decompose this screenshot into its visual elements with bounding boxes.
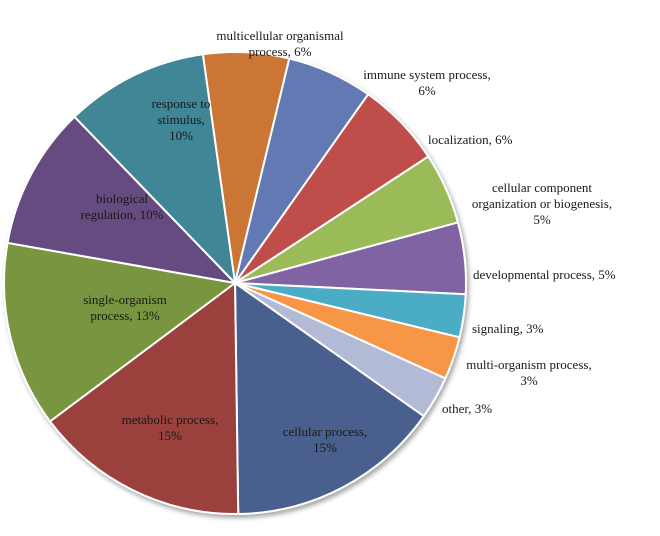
slice-label-line: metabolic process, [122,412,219,427]
slice-label-line: organization or biogenesis, [472,196,612,211]
slice-label-8: cellular process, 15% [283,424,367,455]
slice-label-1: immune system process, 6% [363,67,490,98]
slice-label-12: response to stimulus, 10% [152,96,211,143]
slice-label-line: regulation, 10% [80,207,163,222]
slice-label-10: single-organism process, 13% [83,292,167,323]
slice-label-7: other, 3% [442,401,492,416]
slice-label-line: developmental process, 5% [473,267,616,282]
slice-label-line: localization, 6% [428,132,513,147]
slice-label-line: 5% [533,212,551,227]
slice-label-2: localization, 6% [428,132,513,147]
pie-slice-10 [3,241,238,423]
slice-label-line: signaling, 3% [472,321,544,336]
pie-slice-11 [6,115,238,285]
slice-label-line: 10% [169,128,193,143]
slice-label-line: immune system process, [363,67,490,82]
slice-label-line: 3% [520,373,538,388]
slice-label-line: cellular process, [283,424,367,439]
slice-labels: multicellular organismal process, 6% immun… [80,28,615,455]
slice-label-6: multi-organism process, 3% [466,357,591,388]
slice-label-line: other, 3% [442,401,492,416]
slice-label-line: multicellular organismal [216,28,344,43]
slice-label-line: cellular component [492,180,592,195]
pie-slice-8 [233,281,426,515]
slice-label-line: response to [152,96,211,111]
slice-label-line: 15% [313,440,337,455]
slice-label-line: 6% [418,83,436,98]
slice-label-line: multi-organism process, [466,357,591,372]
pie-slices [3,51,467,515]
slice-label-line: 15% [158,428,182,443]
slice-label-line: single-organism [83,292,167,307]
pie-slice-12 [73,53,237,286]
slice-label-0: multicellular organismal process, 6% [216,28,344,59]
pie-slice-9 [48,281,240,515]
slice-label-line: process, 13% [90,308,159,323]
slice-label-4: developmental process, 5% [473,267,616,282]
slice-label-9: metabolic process, 15% [122,412,219,443]
slice-label-11: biological regulation, 10% [80,191,163,222]
slice-label-3: cellular component organization or biogen… [472,180,612,227]
slice-label-line: process, 6% [249,44,312,59]
slice-label-line: biological [96,191,148,206]
slice-label-line: stimulus, [157,112,204,127]
slice-label-5: signaling, 3% [472,321,544,336]
